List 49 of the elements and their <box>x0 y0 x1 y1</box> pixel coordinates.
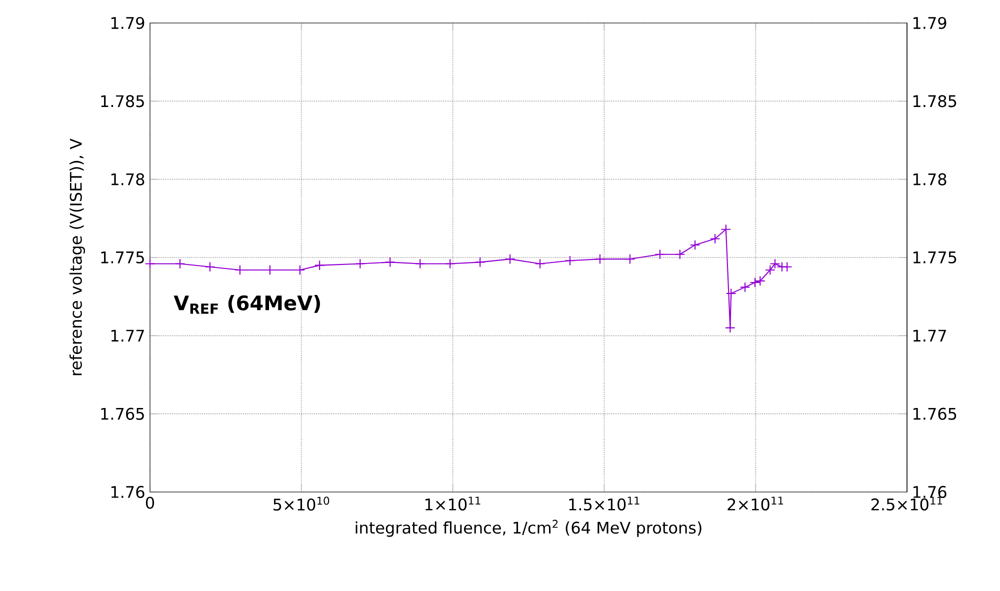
point <box>624 254 636 264</box>
point <box>726 288 736 299</box>
y-tick-label: 1.765 <box>101 408 144 420</box>
y2-tick-label: 1.785 <box>913 95 956 108</box>
point <box>144 258 156 269</box>
y-tick-label: 1.76 <box>111 486 144 498</box>
point <box>504 254 516 264</box>
y2-tick-label: 1.76 <box>913 486 946 498</box>
point <box>174 258 186 269</box>
y2-tick-label: 1.78 <box>913 173 946 186</box>
x-tick-label: 1×10$^{11}$ <box>425 496 480 511</box>
y2-tick-label: 1.77 <box>913 330 946 342</box>
point <box>204 262 216 272</box>
point <box>754 276 766 286</box>
x-tick-label: 5×10$^{10}$ <box>274 496 330 511</box>
point <box>750 277 760 288</box>
point <box>314 260 325 271</box>
x-tick-label: 2.5×10$^{11}$ <box>871 496 942 511</box>
point <box>740 282 750 292</box>
point <box>414 258 426 269</box>
x-tick-label: 2×10$^{11}$ <box>728 496 784 511</box>
point <box>724 322 736 334</box>
point <box>710 234 720 244</box>
y-tick-label: 1.79 <box>111 16 144 30</box>
point <box>474 256 486 268</box>
y2-tick-label: 1.775 <box>913 252 956 264</box>
y-axis-title: reference voltage (V(ISET)), V <box>70 138 85 376</box>
point <box>654 249 666 260</box>
point <box>594 254 606 264</box>
x-axis-title: integrated fluence, 1/cm$^{2}$ (64 MeV protons) <box>356 520 702 537</box>
y-tick-label: 1.785 <box>101 95 144 108</box>
point <box>690 240 700 250</box>
point <box>564 255 576 266</box>
annotation: V$_{REF}$ (64MeV) <box>174 295 320 314</box>
point <box>354 258 366 269</box>
point <box>782 262 792 272</box>
y-tick-label: 1.78 <box>111 173 144 186</box>
point <box>384 256 396 268</box>
x-tick-label: 1.5×10$^{11}$ <box>569 496 640 511</box>
point <box>534 258 546 269</box>
y2-tick-label: 1.79 <box>913 16 946 30</box>
y-tick-label: 1.77 <box>111 330 144 342</box>
y-tick-label: 1.775 <box>101 252 144 264</box>
point <box>444 258 456 269</box>
x-tick-label: 0 <box>146 496 154 509</box>
point <box>674 249 686 260</box>
point <box>720 224 732 235</box>
y2-tick-label: 1.765 <box>913 408 956 420</box>
point <box>764 264 776 276</box>
